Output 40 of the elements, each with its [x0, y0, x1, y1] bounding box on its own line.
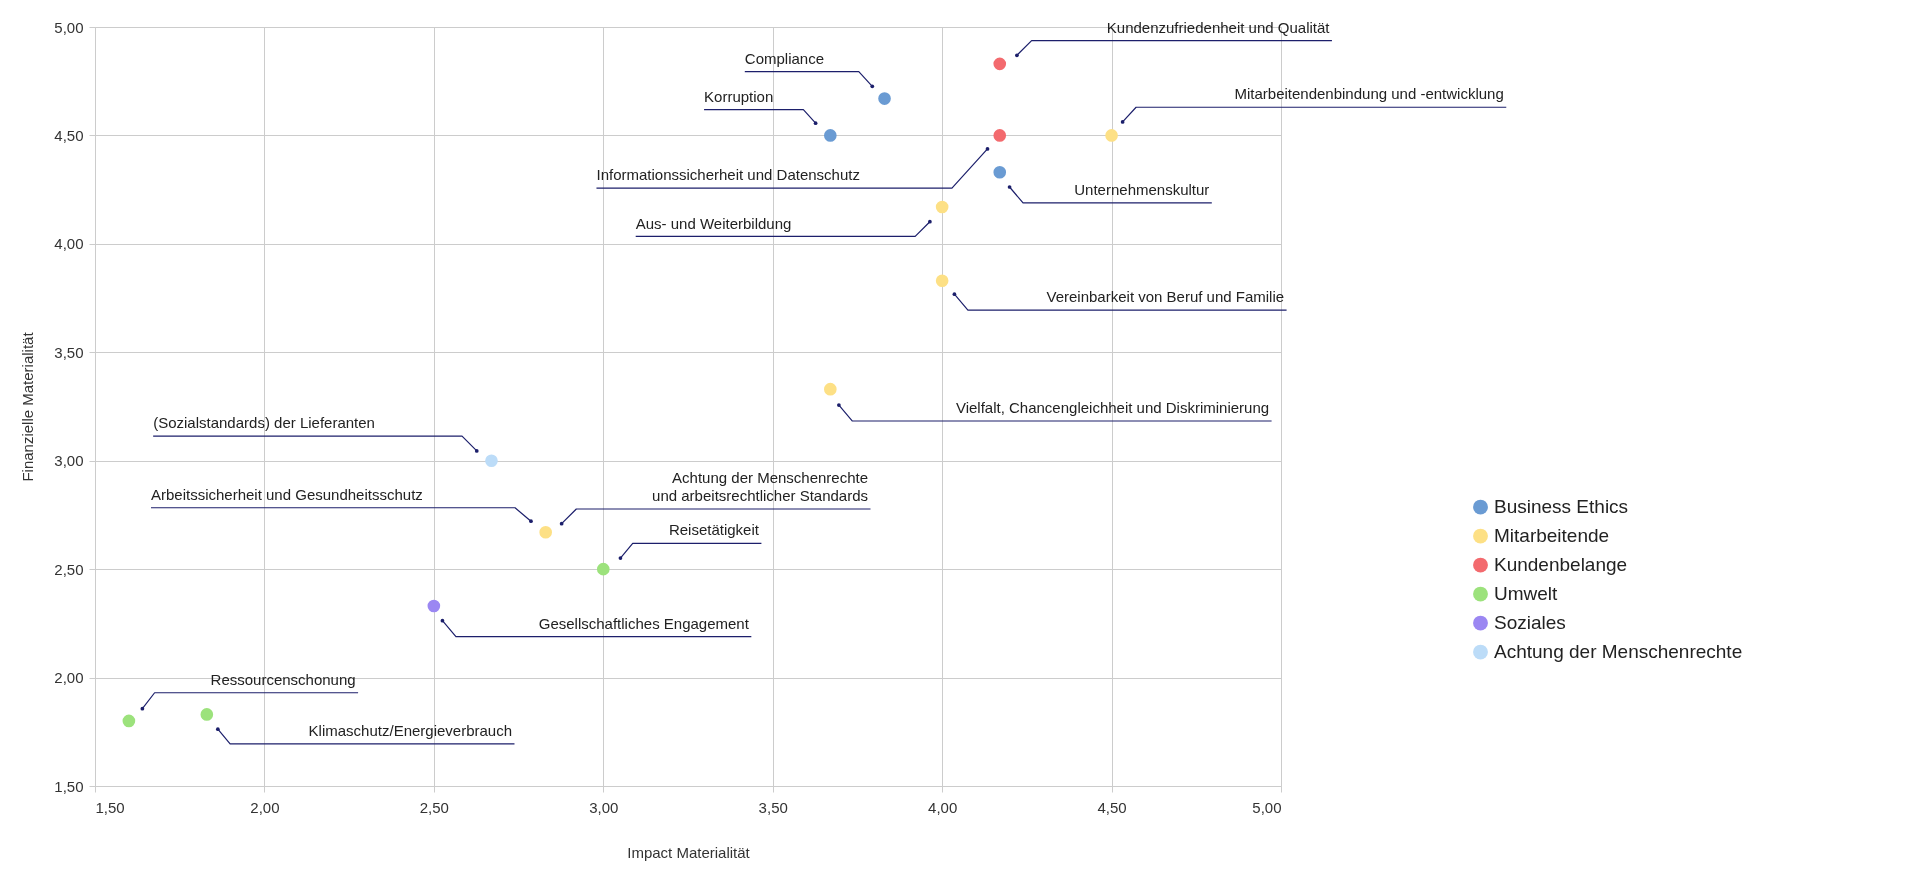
y-tick-label: 2,00: [54, 669, 84, 687]
x-tick-label: 1,50: [95, 798, 125, 816]
annotation: Compliance: [744, 49, 825, 67]
legend-label: Kundenbelange: [1494, 554, 1628, 576]
legend-label: Mitarbeitende: [1494, 525, 1610, 547]
annotation: Kundenzufriedenheit und Qualität: [1106, 18, 1331, 36]
legend-label: Umwelt: [1494, 583, 1559, 605]
y-tick-label: 3,50: [54, 343, 84, 361]
x-tick-label: 4,00: [928, 798, 958, 816]
annotation: Korruption: [704, 87, 774, 105]
y-axis-title: Finanzielle Materialität: [19, 331, 37, 482]
y-tick-label: 5,00: [54, 18, 84, 36]
annotation: Arbeitssicherheit und Gesundheitsschutz: [150, 485, 423, 503]
annotation: Vereinbarkeit von Beruf und Familie: [1046, 288, 1285, 306]
x-tick-label: 2,00: [250, 798, 280, 816]
annotation: Achtung der Menschenrechte und arbeitsrechtlicher Standards: [652, 469, 869, 505]
annotation: (Sozialstandards) der Lieferanten: [153, 414, 375, 432]
annotation: Mitarbeitendenbindung und -entwicklung: [1234, 85, 1504, 103]
legend-label: Business Ethics: [1494, 496, 1629, 518]
x-tick-label: 2,50: [419, 798, 449, 816]
annotation: Unternehmenskultur: [1074, 181, 1210, 199]
x-tick-label: 3,50: [758, 798, 788, 816]
annotation: Aus- und Weiterbildung: [635, 214, 792, 232]
annotation: Informationssicherheit und Datenschutz: [596, 166, 860, 184]
y-tick-label: 3,00: [54, 452, 84, 470]
legend-label: Achtung der Menschenrechte: [1494, 641, 1743, 663]
annotation: Ressourcenschonung: [210, 670, 356, 688]
annotation: Klimaschutz/Energieverbrauch: [308, 721, 513, 739]
x-axis-title: Impact Materialität: [627, 843, 751, 861]
y-tick-label: 4,00: [54, 235, 84, 253]
x-tick-label: 3,00: [589, 798, 619, 816]
y-tick-label: 4,50: [54, 126, 84, 144]
x-tick-label: 4,50: [1097, 798, 1127, 816]
y-tick-label: 2,50: [54, 560, 84, 578]
y-tick-label: 1,50: [54, 777, 84, 795]
annotation: Vielfalt, Chancengleichheit und Diskriminierung: [955, 399, 1270, 417]
annotation: Gesellschaftliches Engagement: [538, 614, 750, 632]
legend-label: Soziales: [1494, 612, 1566, 634]
x-tick-label: 5,00: [1252, 798, 1282, 816]
annotation: Reisetätigkeit: [668, 521, 760, 539]
